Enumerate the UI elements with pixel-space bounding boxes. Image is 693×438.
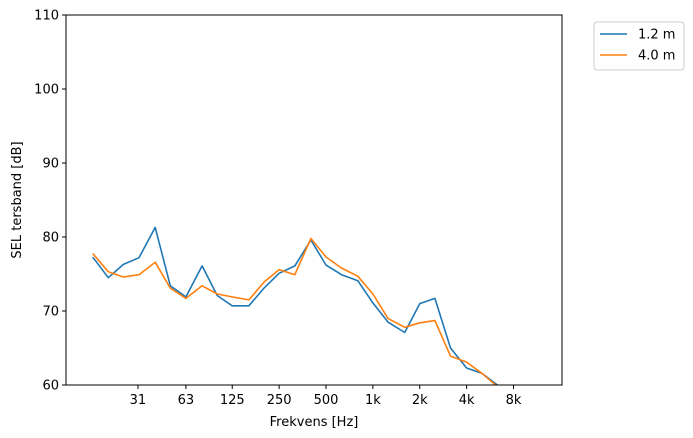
x-axis-label: Frekvens [Hz] <box>270 415 359 430</box>
x-axis: 31 63 125 250 500 1k 2k 4k 8k <box>130 385 522 408</box>
legend-label: 1.2 m <box>638 28 675 43</box>
x-tick-label: 2k <box>412 393 428 408</box>
x-tick-label: 8k <box>506 393 522 408</box>
y-axis: 60 70 80 90 100 110 <box>34 9 66 394</box>
y-tick-label: 90 <box>42 157 59 172</box>
x-tick-label: 31 <box>130 393 147 408</box>
y-tick-label: 60 <box>42 379 59 394</box>
legend: 1.2 m 4.0 m <box>593 21 685 71</box>
y-tick-label: 100 <box>34 83 59 98</box>
y-tick-label: 80 <box>42 231 59 246</box>
x-tick-label: 125 <box>220 393 245 408</box>
x-tick-label: 250 <box>267 393 292 408</box>
x-tick-label: 4k <box>459 393 475 408</box>
y-axis-label: SEL tersband [dB] <box>10 141 25 258</box>
series-layer <box>92 226 500 385</box>
y-tick-label: 70 <box>42 305 59 320</box>
series-line-a <box>92 226 500 385</box>
legend-label: 4.0 m <box>638 49 675 64</box>
y-tick-label: 110 <box>34 9 59 24</box>
x-tick-label: 500 <box>314 393 339 408</box>
x-tick-label: 1k <box>365 393 381 408</box>
series-line-b <box>92 237 497 385</box>
plot-area-frame <box>65 14 563 386</box>
x-tick-label: 63 <box>178 393 195 408</box>
